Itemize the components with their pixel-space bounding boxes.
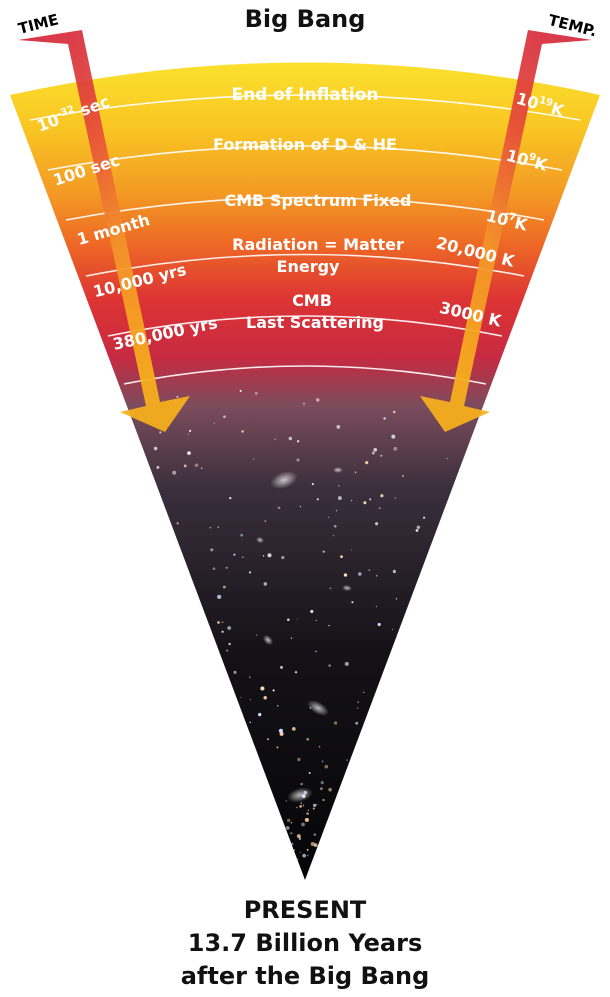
temp-label-cmb-spectrum: 107K <box>484 206 530 235</box>
event-cmb-spectrum-fixed: CMB Spectrum Fixed <box>225 191 412 210</box>
era-boundary-5 <box>107 315 503 337</box>
era-boundaries <box>29 94 581 385</box>
galaxy-field <box>153 389 448 860</box>
event-radiation-matter-line2: Energy <box>277 257 341 276</box>
time-header: TIME <box>16 10 60 37</box>
event-last-scattering: Last Scattering <box>246 313 384 332</box>
era-boundary-1 <box>29 94 581 121</box>
era-boundary-4 <box>85 253 525 277</box>
event-end-of-inflation: End of Inflation <box>231 85 378 105</box>
era-boundary-2 <box>47 145 563 171</box>
event-radiation-matter: Radiation = Matter <box>232 235 404 254</box>
present-line-2: 13.7 Billion Years <box>187 929 423 957</box>
event-cmb: CMB <box>292 291 332 310</box>
present-line-1: PRESENT <box>243 896 367 924</box>
present-line-3: after the Big Bang <box>180 962 430 990</box>
cosmic-timeline-wedge <box>10 62 600 880</box>
event-formation-d-he: Formation of D & HE <box>213 135 397 154</box>
era-boundary-6 <box>123 365 487 385</box>
era-boundary-3 <box>65 196 545 221</box>
temp-infinity: ∞ <box>545 48 577 87</box>
time-zero: 0 <box>34 49 62 88</box>
diagram-title: Big Bang <box>244 5 366 33</box>
temp-label-inflation: 1019K <box>514 89 567 121</box>
